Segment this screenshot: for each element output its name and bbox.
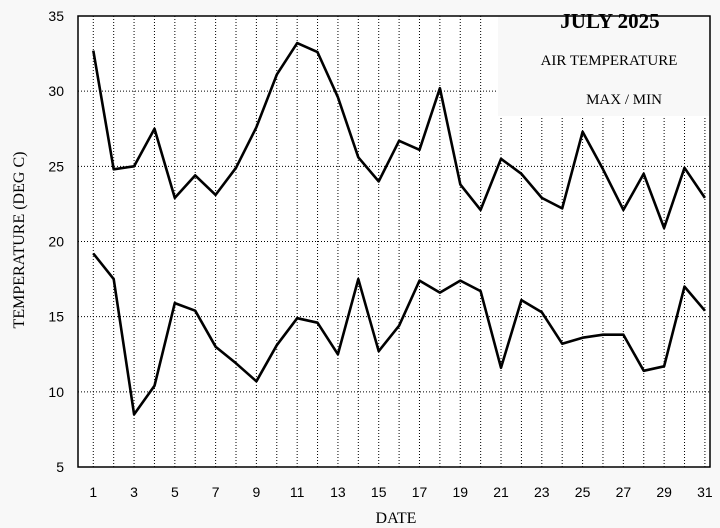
y-tick-label: 5 [56, 459, 64, 475]
title-box [498, 4, 714, 116]
y-tick-labels: 5 10 15 20 25 30 35 [48, 8, 64, 475]
chart-subtitle-2: MAX / MIN [586, 92, 662, 108]
min-temperature-line [92, 252, 706, 416]
y-tick-label: 35 [48, 8, 64, 24]
x-tick-label: 11 [290, 484, 305, 500]
x-tick-labels: 1 3 5 7 9 11 13 15 17 19 21 23 25 27 29 31 [89, 484, 713, 500]
x-tick-label: 7 [212, 484, 220, 500]
max-temperature-line [92, 41, 706, 230]
chart-title: JULY 2025 [560, 9, 659, 33]
series-lines [92, 41, 706, 416]
y-tick-label: 25 [48, 158, 64, 174]
y-axis-title: TEMPERATURE (DEG C) [11, 152, 28, 329]
y-tick-label: 20 [48, 234, 64, 250]
x-tick-label: 31 [697, 484, 713, 500]
y-tick-label: 30 [48, 83, 64, 99]
x-tick-label: 21 [493, 484, 509, 500]
x-tick-label: 27 [616, 484, 632, 500]
x-tick-label: 23 [534, 484, 550, 500]
x-tick-label: 15 [371, 484, 387, 500]
x-axis-title: DATE [376, 510, 417, 527]
plot-frame [77, 15, 711, 468]
x-tick-label: 17 [412, 484, 428, 500]
chart-subtitle-1: AIR TEMPERATURE [541, 53, 678, 69]
x-tick-label: 25 [575, 484, 591, 500]
x-tick-label: 13 [330, 484, 346, 500]
gridlines [78, 16, 710, 467]
y-tick-label: 10 [48, 384, 64, 400]
x-tick-label: 19 [452, 484, 468, 500]
x-tick-label: 5 [171, 484, 179, 500]
x-tick-label: 3 [130, 484, 138, 500]
y-tick-label: 15 [48, 309, 64, 325]
x-tick-label: 29 [656, 484, 672, 500]
x-tick-label: 1 [89, 484, 97, 500]
x-tick-label: 9 [252, 484, 260, 500]
